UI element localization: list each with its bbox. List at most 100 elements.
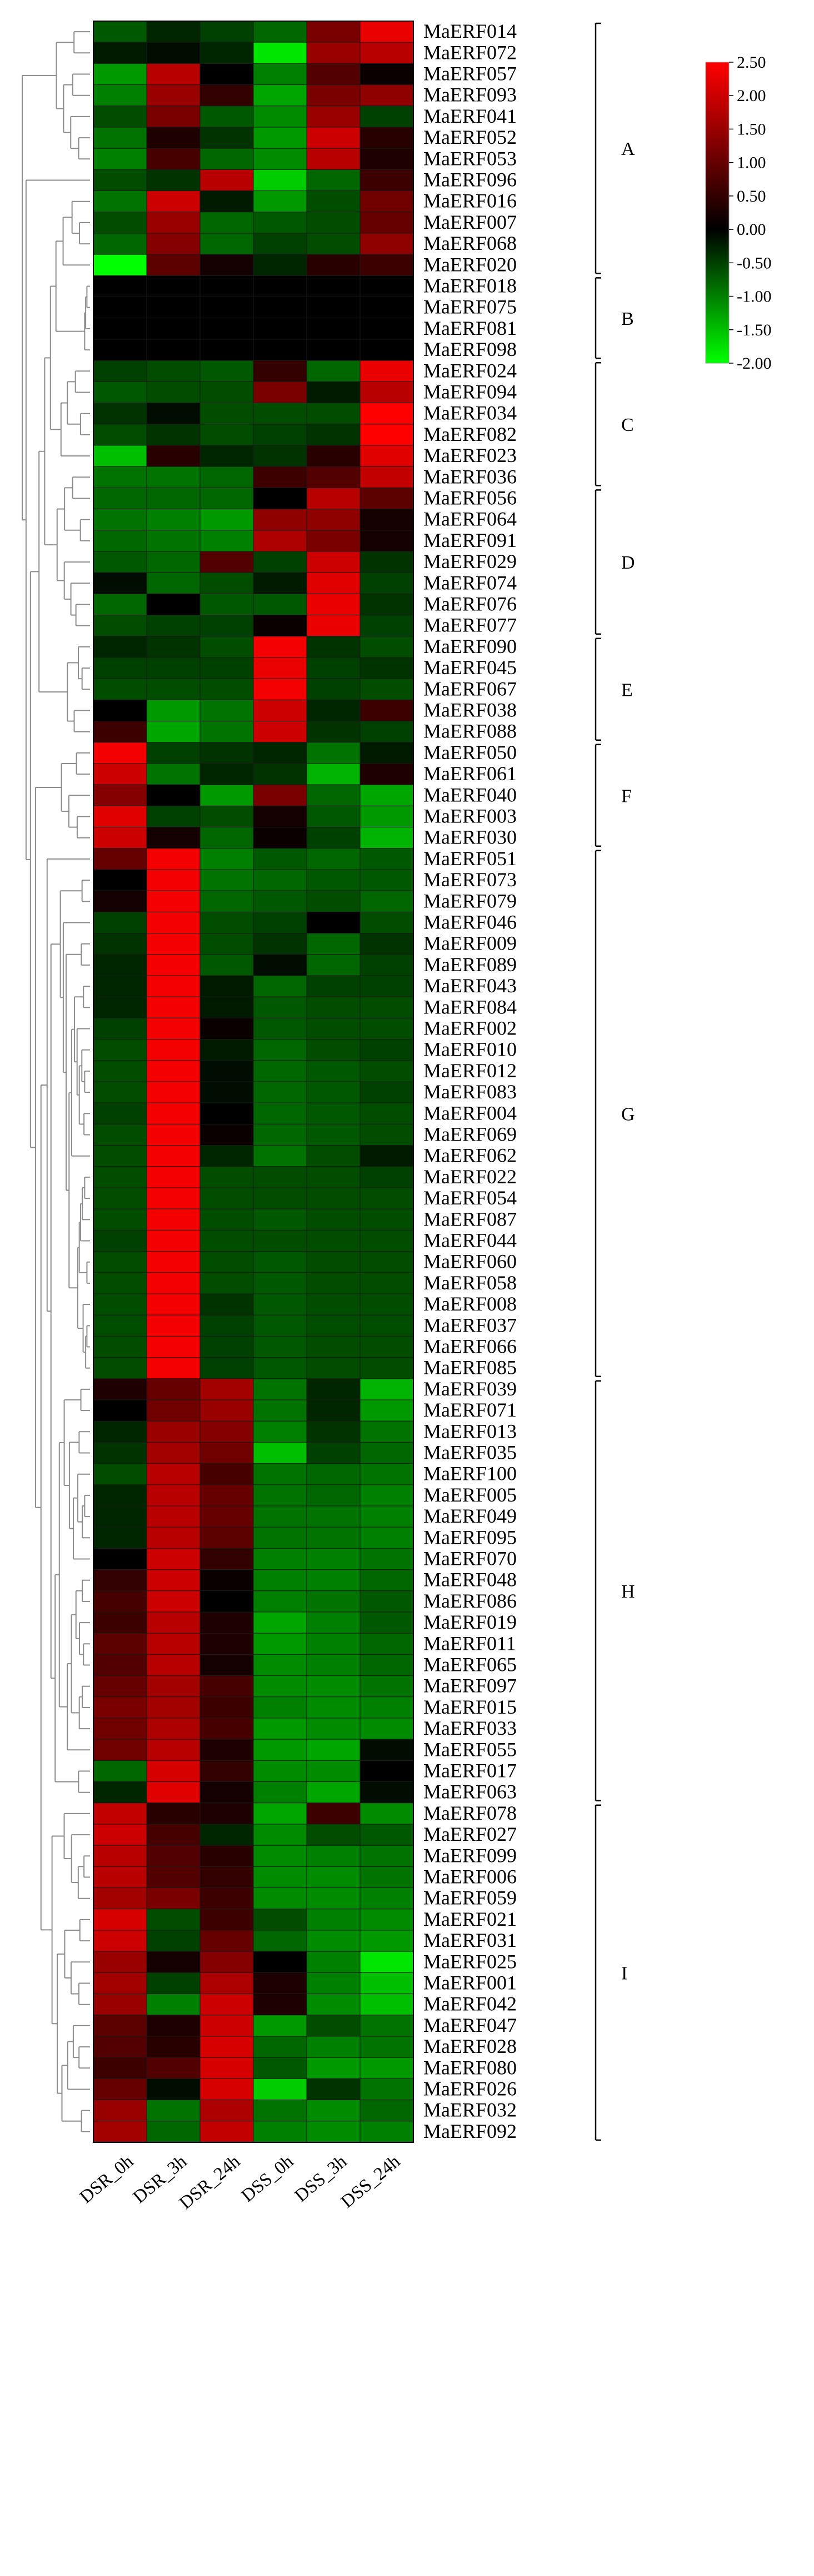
heatmap-cell xyxy=(306,1611,361,1634)
heatmap-cell xyxy=(93,827,147,849)
heatmap-cell xyxy=(199,890,254,912)
gene-label: MaERF072 xyxy=(423,41,517,63)
heatmap-cell xyxy=(93,360,147,382)
heatmap-cell xyxy=(253,869,307,891)
heatmap-cell xyxy=(146,615,201,637)
heatmap-cell xyxy=(359,212,414,234)
heatmap-cell xyxy=(253,42,307,64)
heatmap-cell xyxy=(93,1166,147,1188)
gene-label: MaERF095 xyxy=(423,1526,517,1548)
heatmap-cell xyxy=(199,1378,254,1400)
gene-label: MaERF061 xyxy=(423,762,517,785)
heatmap-cell xyxy=(359,1760,414,1782)
heatmap-cell xyxy=(199,699,254,722)
heatmap-cell xyxy=(253,1696,307,1719)
heatmap-cell xyxy=(253,2100,307,2122)
heatmap-cell xyxy=(253,1972,307,1995)
gene-label: MaERF019 xyxy=(423,1611,517,1633)
heatmap-cell xyxy=(93,1569,147,1591)
heatmap-cell xyxy=(359,424,414,446)
heatmap-cell xyxy=(306,1802,361,1825)
heatmap-cell xyxy=(146,2078,201,2101)
gene-label: MaERF089 xyxy=(423,953,517,976)
gene-label: MaERF024 xyxy=(423,359,517,381)
heatmap-cell xyxy=(93,63,147,86)
heatmap-cell xyxy=(359,1548,414,1570)
heatmap-cell xyxy=(306,169,361,192)
heatmap-cell xyxy=(306,466,361,488)
heatmap-cell xyxy=(253,699,307,722)
heatmap-cell xyxy=(306,233,361,255)
heatmap-cell xyxy=(199,551,254,573)
heatmap-cell xyxy=(359,445,414,467)
gene-label: MaERF048 xyxy=(423,1569,517,1591)
heatmap-cell xyxy=(146,827,201,849)
heatmap-cell xyxy=(253,21,307,43)
heatmap-cell xyxy=(93,1102,147,1124)
heatmap-cell xyxy=(93,1378,147,1400)
heatmap-cell xyxy=(199,1463,254,1485)
heatmap-cell xyxy=(359,21,414,43)
heatmap-cell xyxy=(253,1569,307,1591)
heatmap-cell xyxy=(306,1590,361,1613)
gene-label: MaERF041 xyxy=(423,105,517,127)
heatmap-cell xyxy=(253,2078,307,2101)
heatmap-cell xyxy=(306,1060,361,1082)
gene-label: MaERF037 xyxy=(423,1314,517,1336)
heatmap-cell xyxy=(199,445,254,467)
heatmap-cell xyxy=(253,1293,307,1315)
heatmap-cell xyxy=(146,911,201,934)
heatmap-cell xyxy=(253,1824,307,1846)
heatmap-cell xyxy=(93,275,147,298)
gene-label: MaERF054 xyxy=(423,1187,517,1209)
heatmap-cell xyxy=(359,911,414,934)
heatmap-cell xyxy=(199,593,254,616)
heatmap-cell xyxy=(93,678,147,700)
heatmap-cell xyxy=(199,1781,254,1804)
heatmap-cell xyxy=(93,1251,147,1273)
heatmap-cell xyxy=(359,1569,414,1591)
heatmap-cell xyxy=(146,869,201,891)
heatmap-cell xyxy=(93,1335,147,1358)
gene-label: MaERF097 xyxy=(423,1675,517,1697)
heatmap-cell xyxy=(253,1017,307,1040)
heatmap-cell xyxy=(146,275,201,298)
heatmap-cell xyxy=(199,212,254,234)
heatmap-cell xyxy=(146,169,201,192)
heatmap-cell xyxy=(359,1039,414,1061)
heatmap-cell xyxy=(359,1166,414,1188)
gene-label: MaERF007 xyxy=(423,211,517,233)
heatmap-cell xyxy=(199,1251,254,1273)
heatmap-cell xyxy=(306,1081,361,1103)
gene-label: MaERF052 xyxy=(423,126,517,148)
heatmap-cell xyxy=(146,1442,201,1464)
heatmap-cell xyxy=(253,63,307,86)
heatmap-cell xyxy=(93,297,147,319)
gene-label: MaERF051 xyxy=(423,847,517,870)
heatmap-cell xyxy=(199,84,254,107)
heatmap-cell xyxy=(93,1293,147,1315)
heatmap-cell xyxy=(359,2036,414,2058)
heatmap-cell xyxy=(199,1166,254,1188)
gene-label: MaERF029 xyxy=(423,550,517,573)
heatmap-cell xyxy=(253,975,307,997)
heatmap-cell xyxy=(359,784,414,806)
heatmap-cell xyxy=(93,1187,147,1209)
heatmap-cell xyxy=(146,1633,201,1655)
column-label: DSR_0h xyxy=(76,2151,138,2207)
gene-label: MaERF088 xyxy=(423,720,517,742)
gene-label: MaERF092 xyxy=(423,2120,517,2142)
heatmap-cell xyxy=(359,1314,414,1337)
heatmap-cell xyxy=(253,127,307,149)
heatmap-cell xyxy=(253,339,307,361)
heatmap-cell xyxy=(253,1378,307,1400)
heatmap-cell xyxy=(199,2057,254,2079)
heatmap-cell xyxy=(253,1166,307,1188)
heatmap-cell xyxy=(253,1548,307,1570)
heatmap-cell xyxy=(93,1930,147,1952)
heatmap-cell xyxy=(306,1399,361,1422)
gene-label: MaERF044 xyxy=(423,1229,517,1252)
heatmap-cell xyxy=(146,339,201,361)
heatmap-cell xyxy=(93,2100,147,2122)
gene-label: MaERF035 xyxy=(423,1442,517,1464)
